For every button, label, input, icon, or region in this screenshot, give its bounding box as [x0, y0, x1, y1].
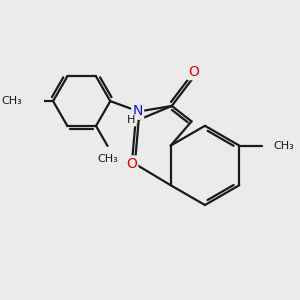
Text: CH₃: CH₃ [97, 154, 118, 164]
Text: O: O [126, 157, 137, 171]
Text: O: O [188, 65, 199, 79]
Text: CH₃: CH₃ [1, 96, 22, 106]
Text: H: H [127, 115, 135, 125]
Text: CH₃: CH₃ [273, 141, 294, 151]
Text: N: N [133, 104, 143, 118]
